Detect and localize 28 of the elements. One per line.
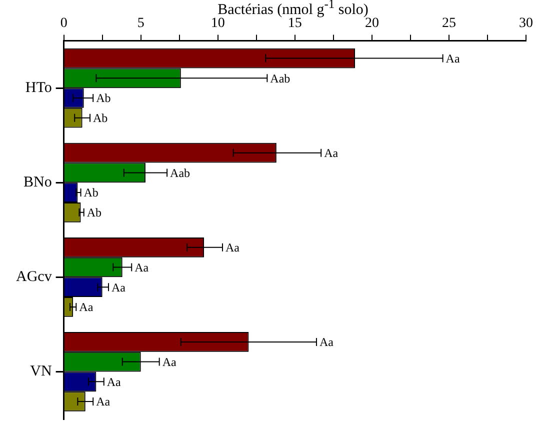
annotation: Aab bbox=[270, 71, 290, 86]
annotation: Ab bbox=[84, 186, 98, 200]
x-tick-label: 20 bbox=[364, 16, 379, 32]
annotation: Aa bbox=[446, 51, 460, 66]
annotation: Ab bbox=[93, 111, 108, 126]
annotation: Aa bbox=[162, 354, 178, 369]
x-tick-label: 15 bbox=[288, 16, 302, 32]
x-tick-label: 30 bbox=[519, 16, 533, 32]
annotation: Aa bbox=[226, 240, 240, 255]
x-tick-label: 10 bbox=[210, 16, 225, 32]
y-tick-label: VN bbox=[30, 364, 52, 380]
annotation: Aa bbox=[134, 260, 150, 274]
x-axis-title: Bactérias (nmol g$^{-1}$ solo) bbox=[218, 0, 368, 18]
x-tick-label: 5 bbox=[137, 16, 144, 32]
annotation: Ab bbox=[86, 206, 102, 220]
annotation: Aab bbox=[170, 166, 190, 180]
x-tick-label: 0 bbox=[60, 16, 68, 32]
y-tick-label: HTo bbox=[25, 80, 52, 96]
annotation: Aa bbox=[319, 335, 334, 350]
annotation: Aa bbox=[96, 394, 111, 409]
annotation: Aa bbox=[106, 374, 122, 389]
annotation: Aa bbox=[79, 300, 94, 314]
annotation: Aa bbox=[324, 146, 339, 160]
annotation: Aa bbox=[112, 280, 126, 294]
y-tick-label: AGcv bbox=[16, 269, 52, 286]
x-tick-label: 25 bbox=[442, 16, 456, 32]
y-tick-label: BNo bbox=[23, 174, 52, 191]
annotation: Ab bbox=[96, 91, 111, 106]
